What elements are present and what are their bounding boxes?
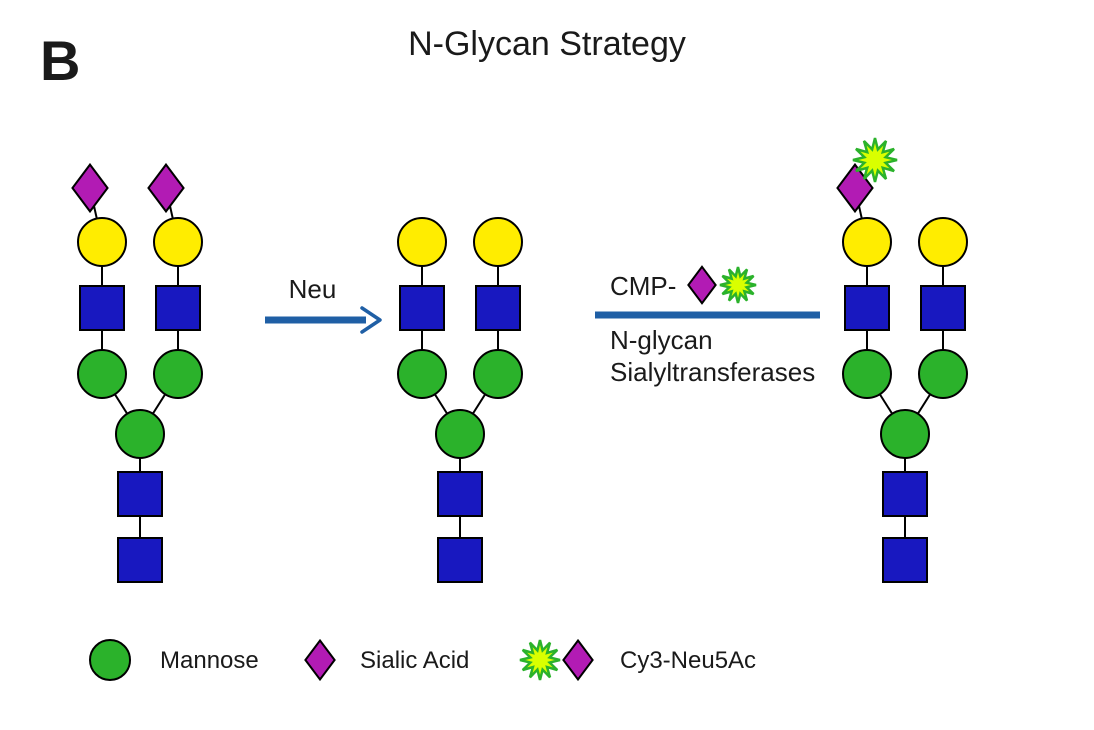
galactose-circle xyxy=(919,218,967,266)
glcnac-square xyxy=(400,286,444,330)
mannose-circle xyxy=(116,410,164,458)
glcnac-square xyxy=(476,286,520,330)
galactose-circle xyxy=(474,218,522,266)
glcnac-square xyxy=(845,286,889,330)
glcnac-square xyxy=(118,538,162,582)
galactose-circle xyxy=(398,218,446,266)
mannose-circle xyxy=(919,350,967,398)
panel-letter: B xyxy=(40,29,80,92)
reaction2-label-below-1: N-glycan xyxy=(610,325,713,355)
mannose-circle xyxy=(843,350,891,398)
galactose-circle xyxy=(843,218,891,266)
glcnac-square xyxy=(438,472,482,516)
reaction2-label-below-2: Sialyltransferases xyxy=(610,357,815,387)
glcnac-square xyxy=(118,472,162,516)
glcnac-square xyxy=(883,472,927,516)
galactose-circle xyxy=(154,218,202,266)
figure-title: N-Glycan Strategy xyxy=(408,25,686,63)
legend-label: Sialic Acid xyxy=(360,647,469,674)
figure-canvas: N-Glycan Strategy B Neu CMP- N-glycanSialylt… xyxy=(0,0,1094,730)
mannose-circle xyxy=(154,350,202,398)
glcnac-square xyxy=(921,286,965,330)
legend-label: Mannose xyxy=(160,647,259,674)
glcnac-square xyxy=(80,286,124,330)
legend-label: Cy3-Neu5Ac xyxy=(620,647,756,674)
mannose-circle xyxy=(436,410,484,458)
mannose-circle xyxy=(398,350,446,398)
mannose-circle xyxy=(474,350,522,398)
glcnac-square xyxy=(883,538,927,582)
glcnac-square xyxy=(438,538,482,582)
galactose-circle xyxy=(78,218,126,266)
mannose-circle xyxy=(881,410,929,458)
legend-mannose-icon xyxy=(90,640,130,680)
mannose-circle xyxy=(78,350,126,398)
reaction1-label: Neu xyxy=(289,274,337,304)
reaction2-label-above: CMP- xyxy=(610,271,676,301)
glcnac-square xyxy=(156,286,200,330)
